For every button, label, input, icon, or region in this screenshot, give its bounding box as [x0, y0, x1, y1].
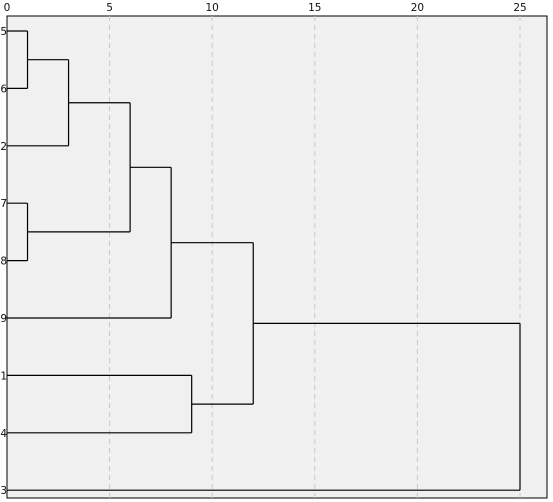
x-tick-label: 0 — [4, 2, 11, 14]
leaf-label: 6 — [0, 83, 7, 95]
leaf-labels: 5 6 2 7 8 9 1 4 3 — [0, 26, 7, 497]
leaf-label: 4 — [0, 428, 7, 440]
x-tick-label: 25 — [513, 2, 526, 14]
leaf-label: 1 — [0, 370, 7, 382]
x-tick-label: 15 — [308, 2, 321, 14]
x-tick-label: 20 — [411, 2, 424, 14]
leaf-label: 9 — [0, 313, 7, 325]
leaf-label: 7 — [0, 198, 7, 210]
x-axis-ticks: 0 5 10 15 20 25 — [4, 2, 527, 14]
dendrogram-branches — [7, 30, 521, 491]
leaf-label: 2 — [0, 141, 7, 153]
x-tick-label: 5 — [106, 2, 113, 14]
plot-background — [6, 15, 548, 499]
leaf-label: 5 — [0, 26, 7, 38]
leaf-label: 8 — [0, 256, 7, 268]
x-tick-label: 10 — [206, 2, 219, 14]
leaf-label: 3 — [0, 485, 7, 497]
